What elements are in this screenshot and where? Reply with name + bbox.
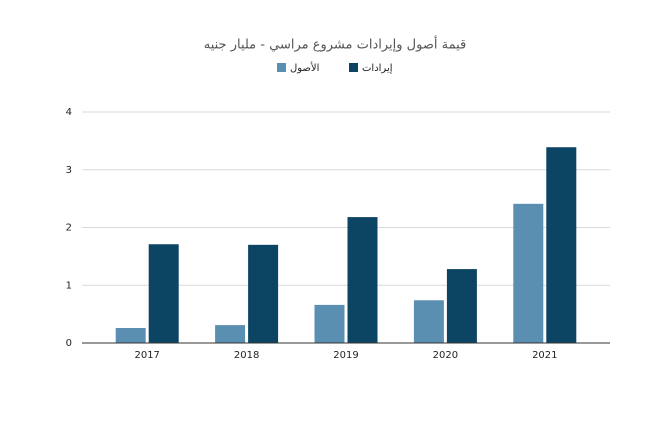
legend-label: إيرادات <box>362 63 393 74</box>
legend-swatch <box>277 63 286 72</box>
bar <box>314 304 345 343</box>
bar <box>413 300 444 343</box>
y-tick-label: 2 <box>66 223 72 234</box>
bar <box>347 217 378 343</box>
x-tick-label: 2020 <box>433 350 458 361</box>
bar <box>115 327 146 343</box>
bar <box>248 244 279 343</box>
bar <box>148 244 179 343</box>
x-tick-label: 2018 <box>234 350 259 361</box>
bar <box>546 147 577 343</box>
x-tick-label: 2021 <box>532 350 557 361</box>
y-tick-label: 3 <box>66 165 72 176</box>
x-tick-label: 2019 <box>333 350 358 361</box>
y-tick-label: 0 <box>66 338 72 349</box>
bar <box>215 325 246 343</box>
y-tick-label: 4 <box>66 107 72 118</box>
x-tick-label: 2017 <box>134 350 159 361</box>
bar <box>446 269 477 343</box>
legend-label: الأصول <box>290 61 319 74</box>
chart-title: قيمة أصول وإيرادات مشروع مراسي - مليار ج… <box>204 36 467 53</box>
legend-swatch <box>349 63 358 72</box>
y-tick-label: 1 <box>66 280 72 291</box>
bar <box>513 203 544 343</box>
